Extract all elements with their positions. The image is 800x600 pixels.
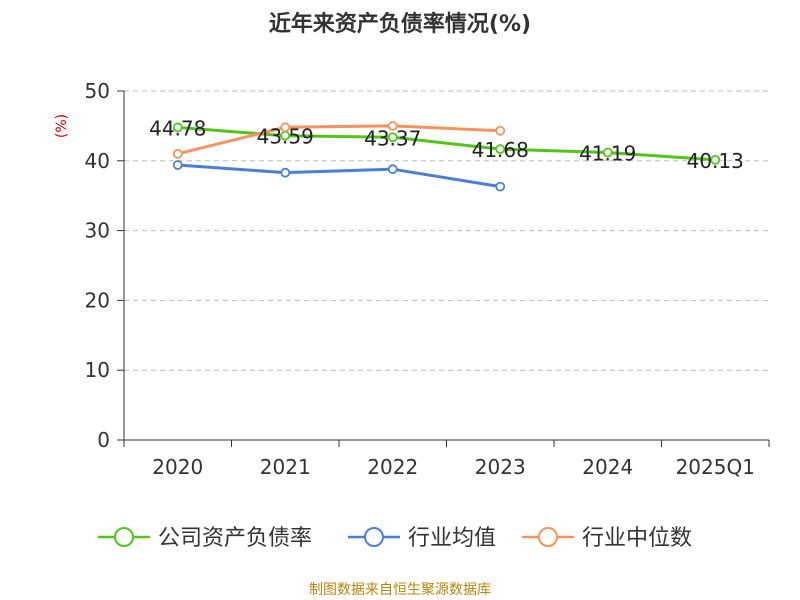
legend-marker-icon: [538, 527, 558, 547]
source-note: 制图数据来自恒生聚源数据库: [309, 582, 491, 598]
data-point[interactable]: [280, 167, 291, 178]
x-tick-label: 2021: [260, 455, 311, 479]
legend-item-1[interactable]: 行业均值: [348, 526, 496, 551]
x-tick-label: 2025Q1: [676, 455, 755, 479]
y-tick-label: 30: [85, 219, 110, 243]
x-tick-label: 2020: [152, 455, 203, 479]
x-tick-label: 2023: [475, 455, 526, 479]
data-point[interactable]: [172, 160, 183, 170]
series-lines: [172, 121, 721, 192]
x-tick-label: 2024: [582, 455, 633, 479]
y-axis-label-group: (%): [54, 114, 70, 138]
data-label: 44.78: [149, 116, 206, 140]
data-point[interactable]: [710, 154, 721, 165]
chart-title: 近年来资产负债率情况(%): [268, 12, 532, 37]
y-tick-label: 50: [85, 79, 110, 103]
data-label: 40.13: [687, 149, 744, 173]
series-line: [177, 125, 716, 162]
legend-label: 行业中位数: [582, 526, 692, 551]
data-point[interactable]: [172, 148, 183, 159]
legend-label: 行业均值: [408, 526, 496, 551]
legend-marker-icon: [114, 527, 134, 547]
data-label: 41.68: [472, 138, 529, 162]
y-tick-label: 0: [97, 428, 110, 452]
data-point[interactable]: [387, 132, 398, 143]
series-2: [172, 121, 506, 159]
data-point[interactable]: [172, 122, 183, 133]
series-line: [177, 163, 501, 189]
y-tick-label: 10: [85, 358, 110, 382]
grid-lines: [124, 90, 769, 371]
data-point[interactable]: [495, 125, 506, 136]
y-axis-unit: (%): [54, 114, 70, 138]
data-label: 41.19: [579, 141, 636, 165]
data-point[interactable]: [495, 144, 506, 154]
y-axis: 0 10 20 30 40 50: [85, 79, 125, 452]
legend-item-2[interactable]: 行业中位数: [522, 526, 692, 551]
data-point[interactable]: [387, 164, 398, 175]
legend-item-0[interactable]: 公司资产负债率: [98, 526, 312, 551]
data-labels: 44.78 43.59 43.37 41.68 41.19 40.13: [149, 116, 744, 172]
y-tick-label: 40: [85, 149, 110, 173]
data-label: 43.37: [364, 126, 421, 150]
x-tick-label: 2022: [367, 455, 418, 479]
data-label: 43.59: [257, 125, 314, 149]
x-axis: 2020 2021 2022 2023 2024 2025Q1: [123, 439, 770, 479]
data-point[interactable]: [495, 181, 506, 192]
data-point[interactable]: [602, 147, 613, 158]
data-point[interactable]: [387, 121, 398, 131]
legend[interactable]: 公司资产负债率 行业均值 行业中位数: [98, 526, 692, 551]
legend-label: 公司资产负债率: [158, 526, 312, 551]
y-tick-label: 20: [85, 288, 110, 312]
series-1: [172, 160, 506, 192]
series-line: [177, 124, 501, 156]
legend-marker-icon: [364, 527, 384, 547]
data-point[interactable]: [280, 122, 291, 133]
